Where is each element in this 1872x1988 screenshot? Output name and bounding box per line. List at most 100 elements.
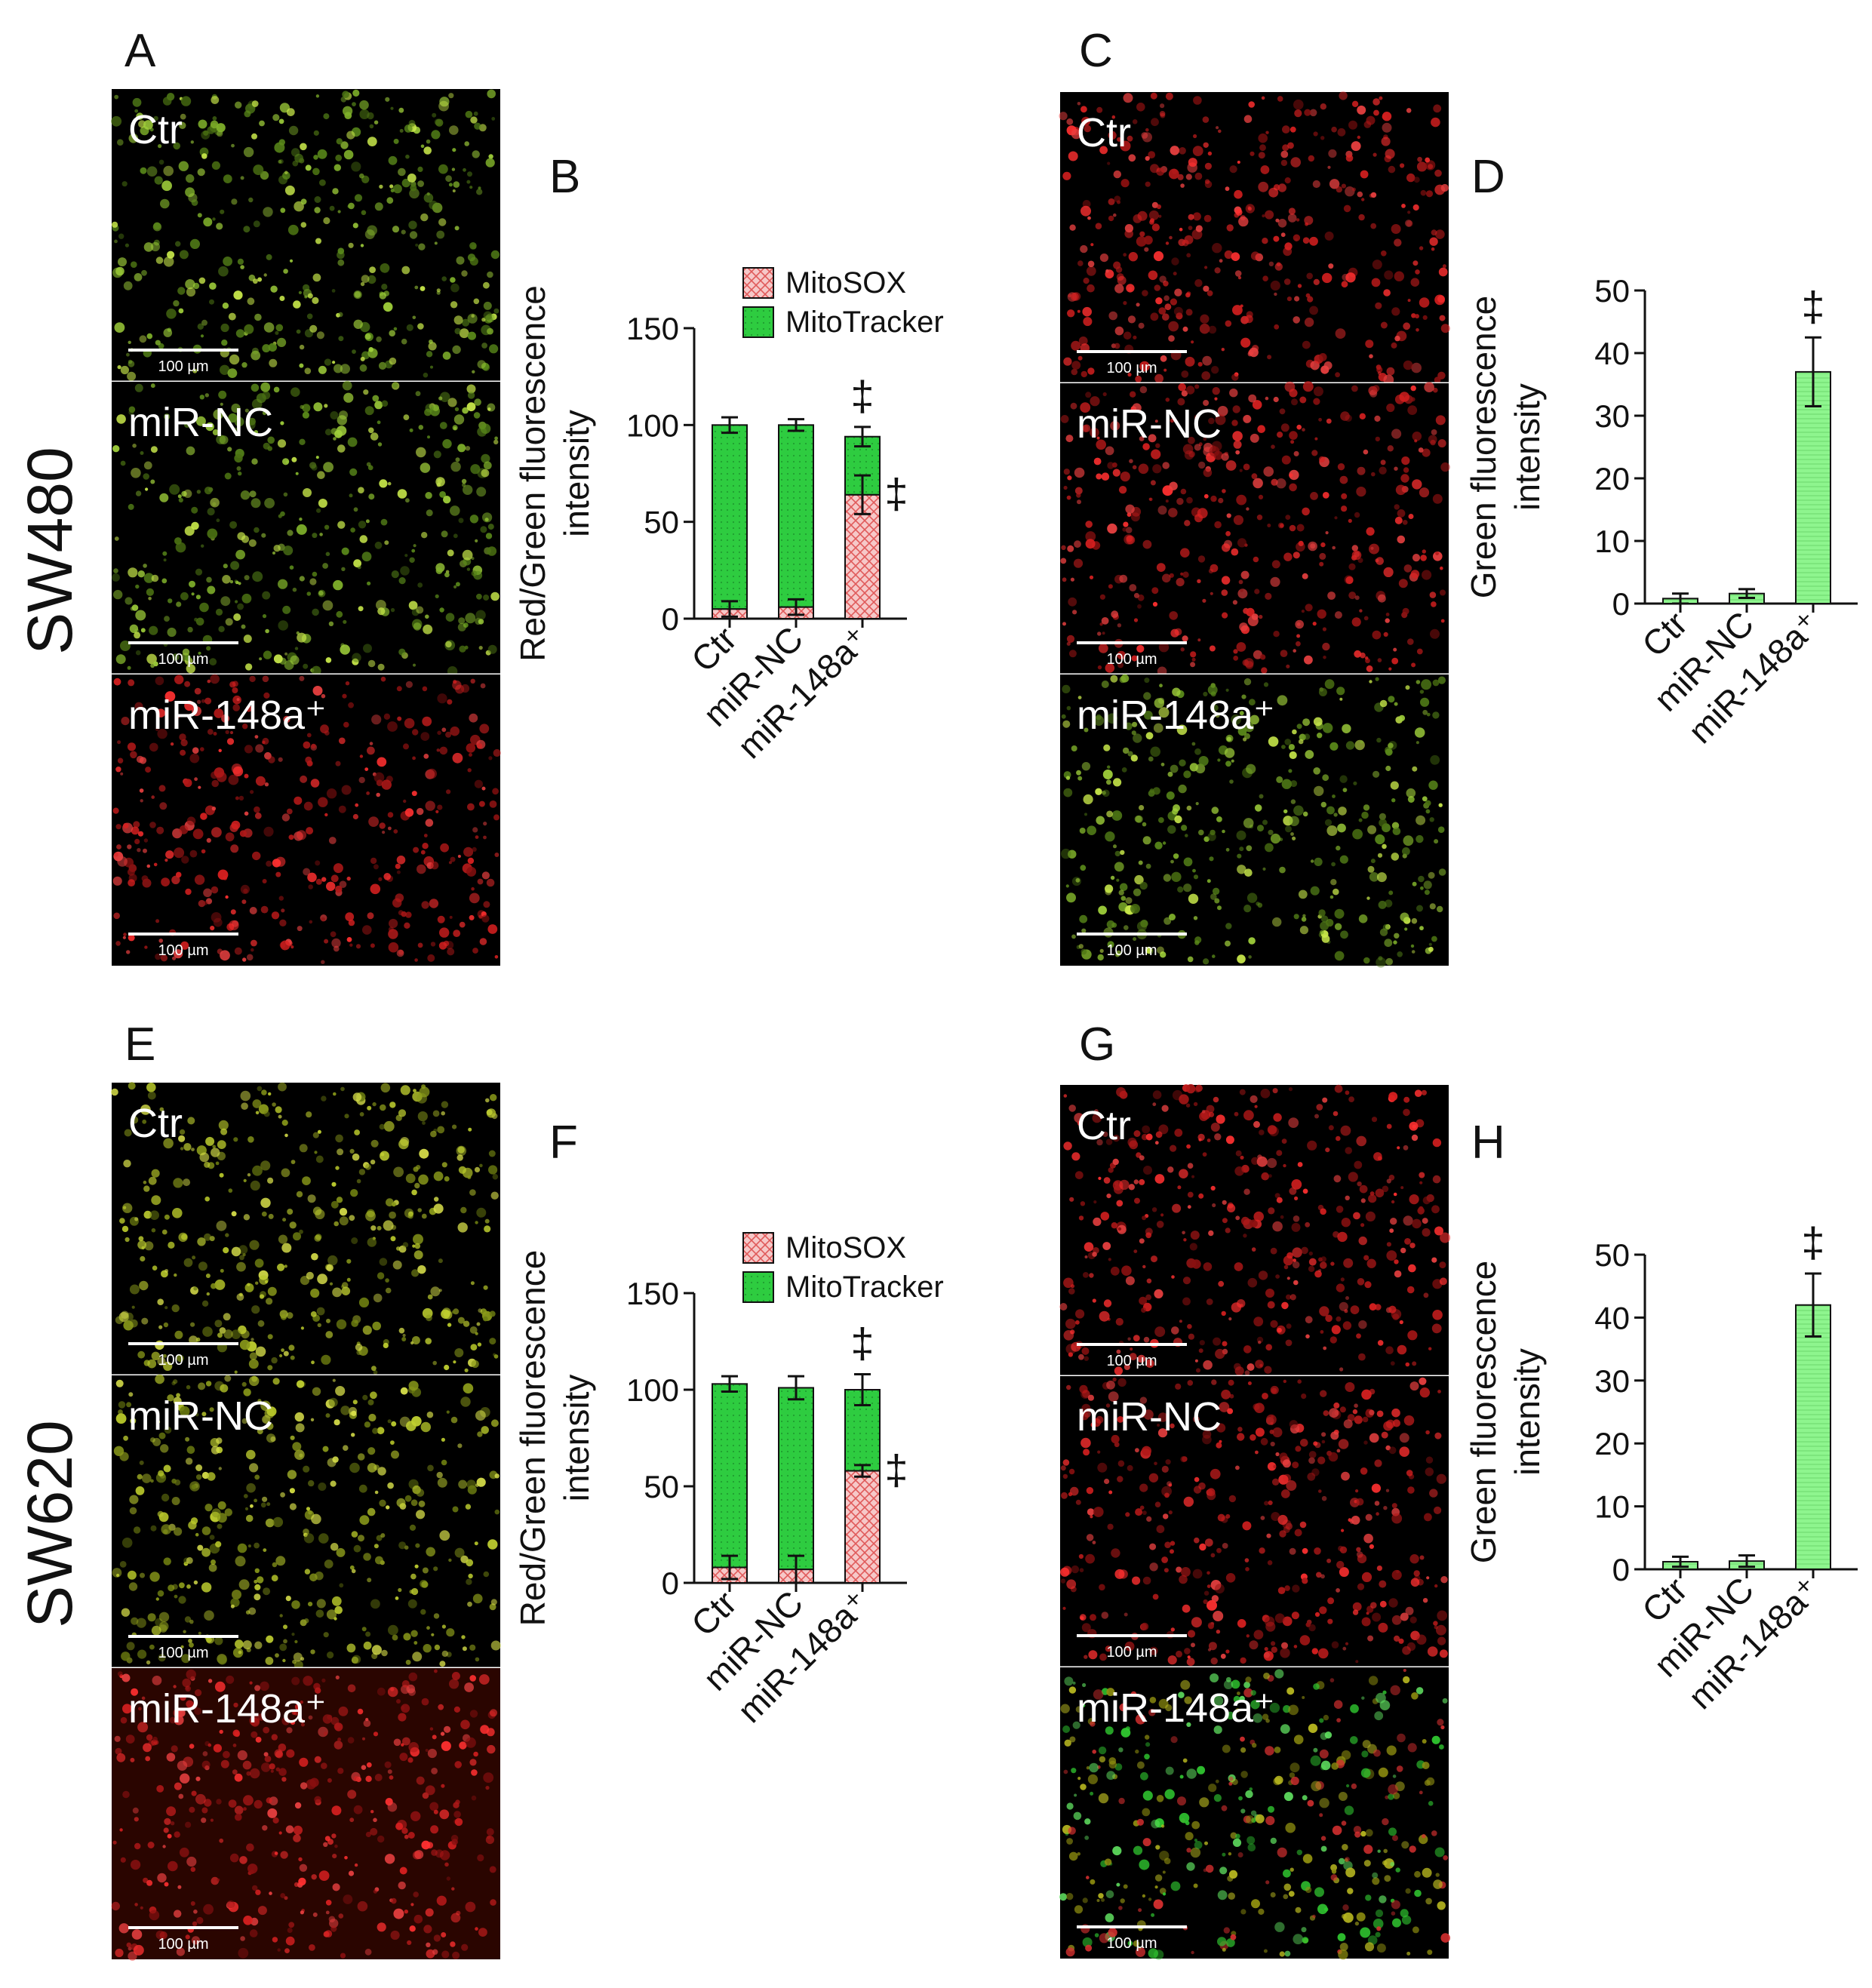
y-tick-label: 20 (1594, 461, 1630, 496)
legend-swatch (742, 1232, 774, 1264)
micrograph-label: miR-NC (128, 400, 273, 445)
micrograph-a-3: miR-148a⁺ 100 µm (112, 674, 501, 966)
legend-label: MitoSOX (785, 1231, 906, 1264)
error-bar (1738, 1554, 1755, 1569)
error-bar (854, 1373, 871, 1406)
scale-bar-label: 100 µm (1106, 360, 1157, 376)
micrograph-e-1: Ctr 100 µm (111, 1082, 500, 1377)
y-tick-label: 0 (662, 601, 679, 637)
scale-bar-label: 100 µm (158, 651, 208, 668)
panel-letter-g: G (1079, 1019, 1115, 1071)
bar-mitosox (844, 493, 881, 619)
legend-swatch (742, 1271, 774, 1303)
y-tick-label: 150 (626, 1276, 679, 1311)
micrograph-g-3: miR-148a⁺ 100 µm (1059, 1667, 1450, 1960)
micrograph-label: miR-148a⁺ (128, 1686, 327, 1731)
bar-mitotracker (712, 1383, 748, 1569)
micrograph-c-2: miR-NC 100 µm (1060, 381, 1450, 677)
bar-mitosox (844, 1470, 881, 1584)
micrograph-label: miR-148a⁺ (128, 693, 327, 738)
error-bar (1805, 1272, 1821, 1338)
bar-mitotracker (778, 424, 814, 608)
y-axis-label: Green fluorescence intensity (1464, 296, 1547, 598)
micrograph-label: Ctr (1077, 110, 1131, 155)
error-bar (721, 416, 738, 435)
error-bar (721, 600, 738, 618)
scale-bar-label: 100 µm (1106, 651, 1157, 668)
scale-bar-label: 100 µm (1106, 1353, 1157, 1369)
y-tick-label: 10 (1594, 524, 1630, 559)
bar-mitotracker (712, 424, 748, 610)
panel-letter-f: F (549, 1117, 578, 1169)
error-bar (788, 418, 804, 432)
significance-marker: ‡ (1801, 1218, 1824, 1266)
y-tick-label: 40 (1594, 336, 1630, 371)
scale-bar-label: 100 µm (158, 1936, 208, 1953)
legend-swatch (742, 306, 774, 338)
y-tick-label: 0 (1612, 586, 1630, 622)
error-bar (1672, 1555, 1689, 1569)
error-bar (788, 1375, 804, 1401)
error-bar (721, 1554, 738, 1581)
y-tick-label: 100 (626, 1372, 679, 1408)
y-tick-label: 20 (1594, 1426, 1630, 1461)
panel-letter-e: E (124, 1019, 155, 1071)
panel-letter-a: A (124, 25, 156, 77)
y-axis-label: Red/Green fluorescence intensity (513, 1250, 596, 1627)
error-bar (854, 1464, 871, 1478)
y-tick-label: 40 (1594, 1300, 1630, 1335)
micrograph-a-2: miR-NC 100 µm (112, 380, 500, 677)
image-panel-e: Ctr 100 µm miR-NC 100 µm miR-148a⁺ 100 µm (111, 1082, 501, 1961)
y-tick-label: 10 (1594, 1489, 1630, 1525)
panel-letter-d: D (1471, 151, 1505, 203)
y-tick-label: 50 (644, 505, 679, 540)
error-bar (1738, 588, 1755, 600)
scale-bar-label: 100 µm (1106, 1644, 1157, 1661)
micrograph-label: Ctr (1077, 1103, 1131, 1148)
bar (1795, 370, 1831, 604)
legend-label: MitoTracker (785, 306, 944, 339)
y-tick-label: 100 (626, 407, 679, 443)
micrograph-label: miR-NC (128, 1393, 273, 1439)
image-panel-a: Ctr 100 µm miR-NC 100 µm miR-148a⁺ 100 µm (111, 89, 501, 966)
y-axis-label: Red/Green fluorescence intensity (513, 285, 596, 662)
y-tick-label: 50 (644, 1469, 679, 1504)
bar-mitotracker (778, 1387, 814, 1571)
scale-bar-label: 100 µm (1106, 1935, 1157, 1952)
error-bar (854, 426, 871, 448)
significance-marker: ‡ (884, 1446, 908, 1494)
micrograph-label: miR-NC (1077, 401, 1222, 447)
scale-bar-label: 100 µm (158, 1352, 208, 1369)
significance-marker: ‡ (850, 1320, 874, 1367)
y-tick-label: 50 (1594, 1237, 1630, 1273)
micrograph-a-1: Ctr 100 µm (111, 89, 500, 383)
micrograph-c-3: miR-148a⁺ 100 µm (1060, 674, 1449, 968)
panel-letter-b: B (549, 151, 580, 203)
significance-marker: ‡ (884, 470, 908, 518)
micrograph-e-2: miR-NC 100 µm (112, 1374, 501, 1670)
panel-letter-c: C (1079, 25, 1113, 77)
y-tick-label: 0 (1612, 1552, 1630, 1587)
y-tick-label: 30 (1594, 398, 1630, 434)
micrograph-g-2: miR-NC 100 µm (1060, 1376, 1449, 1669)
micrograph-label: miR-NC (1077, 1394, 1222, 1440)
image-panel-c: Ctr 100 µm miR-NC 100 µm miR-148a⁺ 100 µm (1059, 91, 1450, 968)
error-bar (721, 1375, 738, 1393)
micrograph-e-3: miR-148a⁺ 100 µm (111, 1668, 500, 1961)
legend: MitoSOX MitoTracker (742, 1231, 944, 1304)
scale-bar-label: 100 µm (158, 942, 208, 959)
micrograph-label: miR-148a⁺ (1077, 693, 1275, 738)
legend-swatch (742, 267, 774, 299)
bar-chart-b: 0 50 100 150 Red/Green fluorescence intensity… (513, 266, 944, 766)
micrograph-g-1: Ctr 100 µm (1059, 1083, 1451, 1378)
micrograph-label: Ctr (128, 1101, 183, 1146)
y-tick-label: 30 (1594, 1363, 1630, 1399)
image-panel-g: Ctr 100 µm miR-NC 100 µm miR-148a⁺ 100 µm (1059, 1083, 1451, 1960)
bar (1795, 1304, 1831, 1570)
legend: MitoSOX MitoTracker (742, 266, 944, 339)
y-tick-label: 0 (662, 1566, 679, 1601)
error-bar (854, 474, 871, 515)
error-bar (788, 598, 804, 616)
scale-bar-label: 100 µm (1106, 942, 1157, 959)
